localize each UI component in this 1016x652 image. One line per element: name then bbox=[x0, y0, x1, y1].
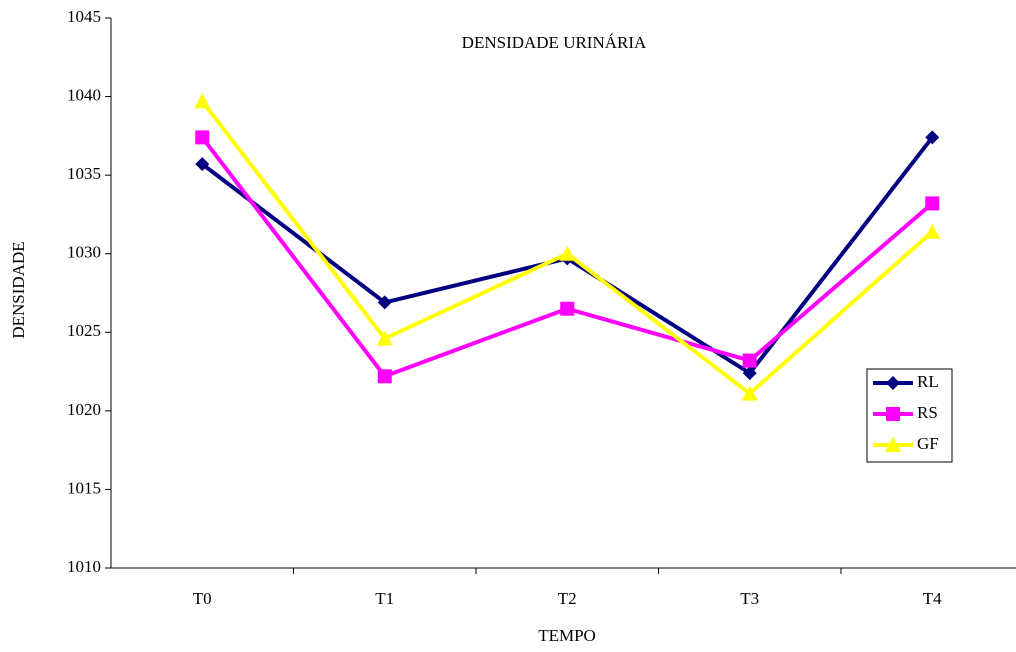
data-point bbox=[560, 301, 575, 316]
legend-marker bbox=[886, 376, 900, 390]
x-tick-label: T4 bbox=[923, 589, 942, 608]
x-axis-label: TEMPO bbox=[538, 626, 596, 645]
data-point bbox=[377, 369, 392, 384]
legend-label: RL bbox=[917, 372, 939, 391]
legend-marker bbox=[886, 407, 900, 421]
data-point bbox=[377, 295, 392, 310]
data-point bbox=[925, 130, 940, 145]
legend-label: RS bbox=[917, 403, 938, 422]
legend-label: GF bbox=[917, 434, 939, 453]
x-tick-label: T0 bbox=[193, 589, 212, 608]
chart-title: DENSIDADE URINÁRIA bbox=[462, 33, 647, 52]
y-tick-label: 1045 bbox=[67, 7, 101, 26]
data-point bbox=[195, 157, 210, 172]
y-tick-label: 1020 bbox=[67, 400, 101, 419]
y-tick-label: 1040 bbox=[67, 85, 101, 104]
y-tick-label: 1030 bbox=[67, 243, 101, 262]
data-point bbox=[194, 93, 211, 109]
x-tick-label: T3 bbox=[740, 589, 759, 608]
data-point bbox=[924, 223, 941, 239]
y-tick-label: 1035 bbox=[67, 164, 101, 183]
data-point bbox=[925, 196, 940, 211]
y-tick-label: 1025 bbox=[67, 321, 101, 340]
data-point bbox=[195, 130, 210, 145]
y-tick-label: 1015 bbox=[67, 478, 101, 497]
data-point bbox=[742, 353, 757, 368]
x-tick-label: T1 bbox=[375, 589, 394, 608]
data-point bbox=[742, 366, 757, 381]
x-tick-label: T2 bbox=[558, 589, 577, 608]
data-point bbox=[559, 245, 576, 261]
y-axis-label: DENSIDADE bbox=[9, 241, 28, 338]
legend-marker bbox=[885, 437, 901, 452]
y-tick-label: 1010 bbox=[67, 557, 101, 576]
data-point bbox=[741, 385, 758, 401]
data-point bbox=[376, 330, 393, 346]
